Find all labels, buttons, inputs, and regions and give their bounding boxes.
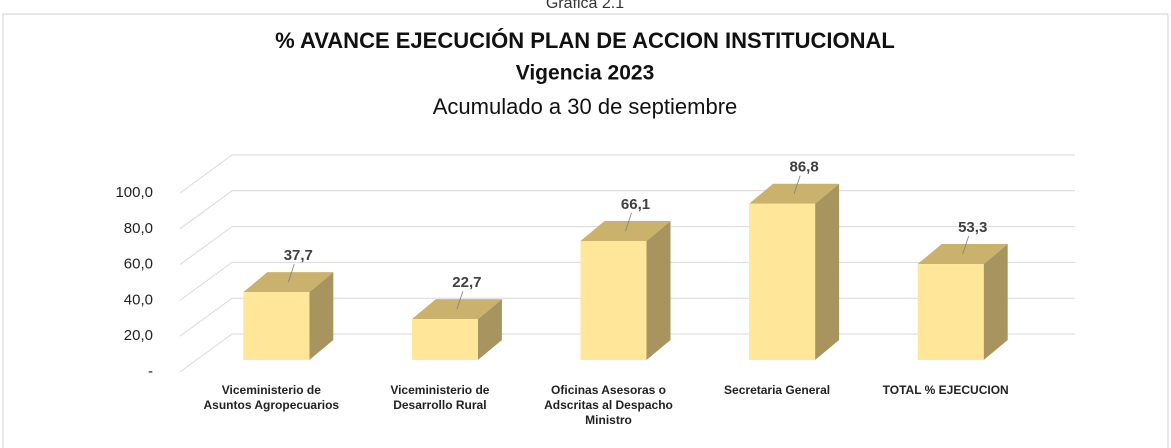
y-tick-label: 80,0 xyxy=(124,220,153,237)
value-label: 86,8 xyxy=(789,159,818,176)
bar-side xyxy=(983,244,1008,360)
bar xyxy=(243,292,310,360)
y-tick-label: 40,0 xyxy=(124,291,153,308)
bar-side xyxy=(646,221,671,360)
x-tick-label: TOTAL % EJECUCION xyxy=(882,383,1009,397)
bar xyxy=(580,241,647,360)
leader-line xyxy=(962,235,970,255)
leader-line xyxy=(625,212,632,232)
value-label: 66,1 xyxy=(621,196,650,213)
x-tick-label: Viceministerio de Desarrollo Rural xyxy=(390,383,490,412)
chart-subtitle: Acumulado a 30 de septiembre xyxy=(433,94,738,119)
value-label: 22,7 xyxy=(452,274,481,291)
leader-line xyxy=(456,291,464,310)
chart-title: % AVANCE EJECUCIÓN PLAN DE ACCION INSTIT… xyxy=(275,28,895,53)
x-tick-label: Oficinas Asesoras o Adscritas al Despach… xyxy=(544,383,673,427)
value-label: 37,7 xyxy=(284,247,313,264)
caption: Gráfica 2.1 xyxy=(546,0,624,12)
y-tick-label: 100,0 xyxy=(115,184,153,201)
chart-title-2: Vigencia 2023 xyxy=(516,62,655,85)
leader-line xyxy=(793,175,801,194)
grid-line xyxy=(179,154,1075,194)
bar xyxy=(917,264,984,360)
y-tick-label: 60,0 xyxy=(124,256,153,273)
leader-line xyxy=(287,264,295,283)
y-tick-label: 20,0 xyxy=(124,327,153,344)
y-tick-label: - xyxy=(148,363,153,380)
chart-border xyxy=(2,13,1169,448)
bar-side xyxy=(309,272,334,360)
bar xyxy=(411,319,478,360)
bar-side xyxy=(477,299,502,360)
value-label: 53,3 xyxy=(958,219,987,236)
bar xyxy=(749,203,816,360)
x-tick-label: Viceministerio de Asuntos Agropecuarios xyxy=(203,383,340,412)
bar-side xyxy=(815,183,840,360)
x-tick-label: Secretaria General xyxy=(724,383,831,397)
